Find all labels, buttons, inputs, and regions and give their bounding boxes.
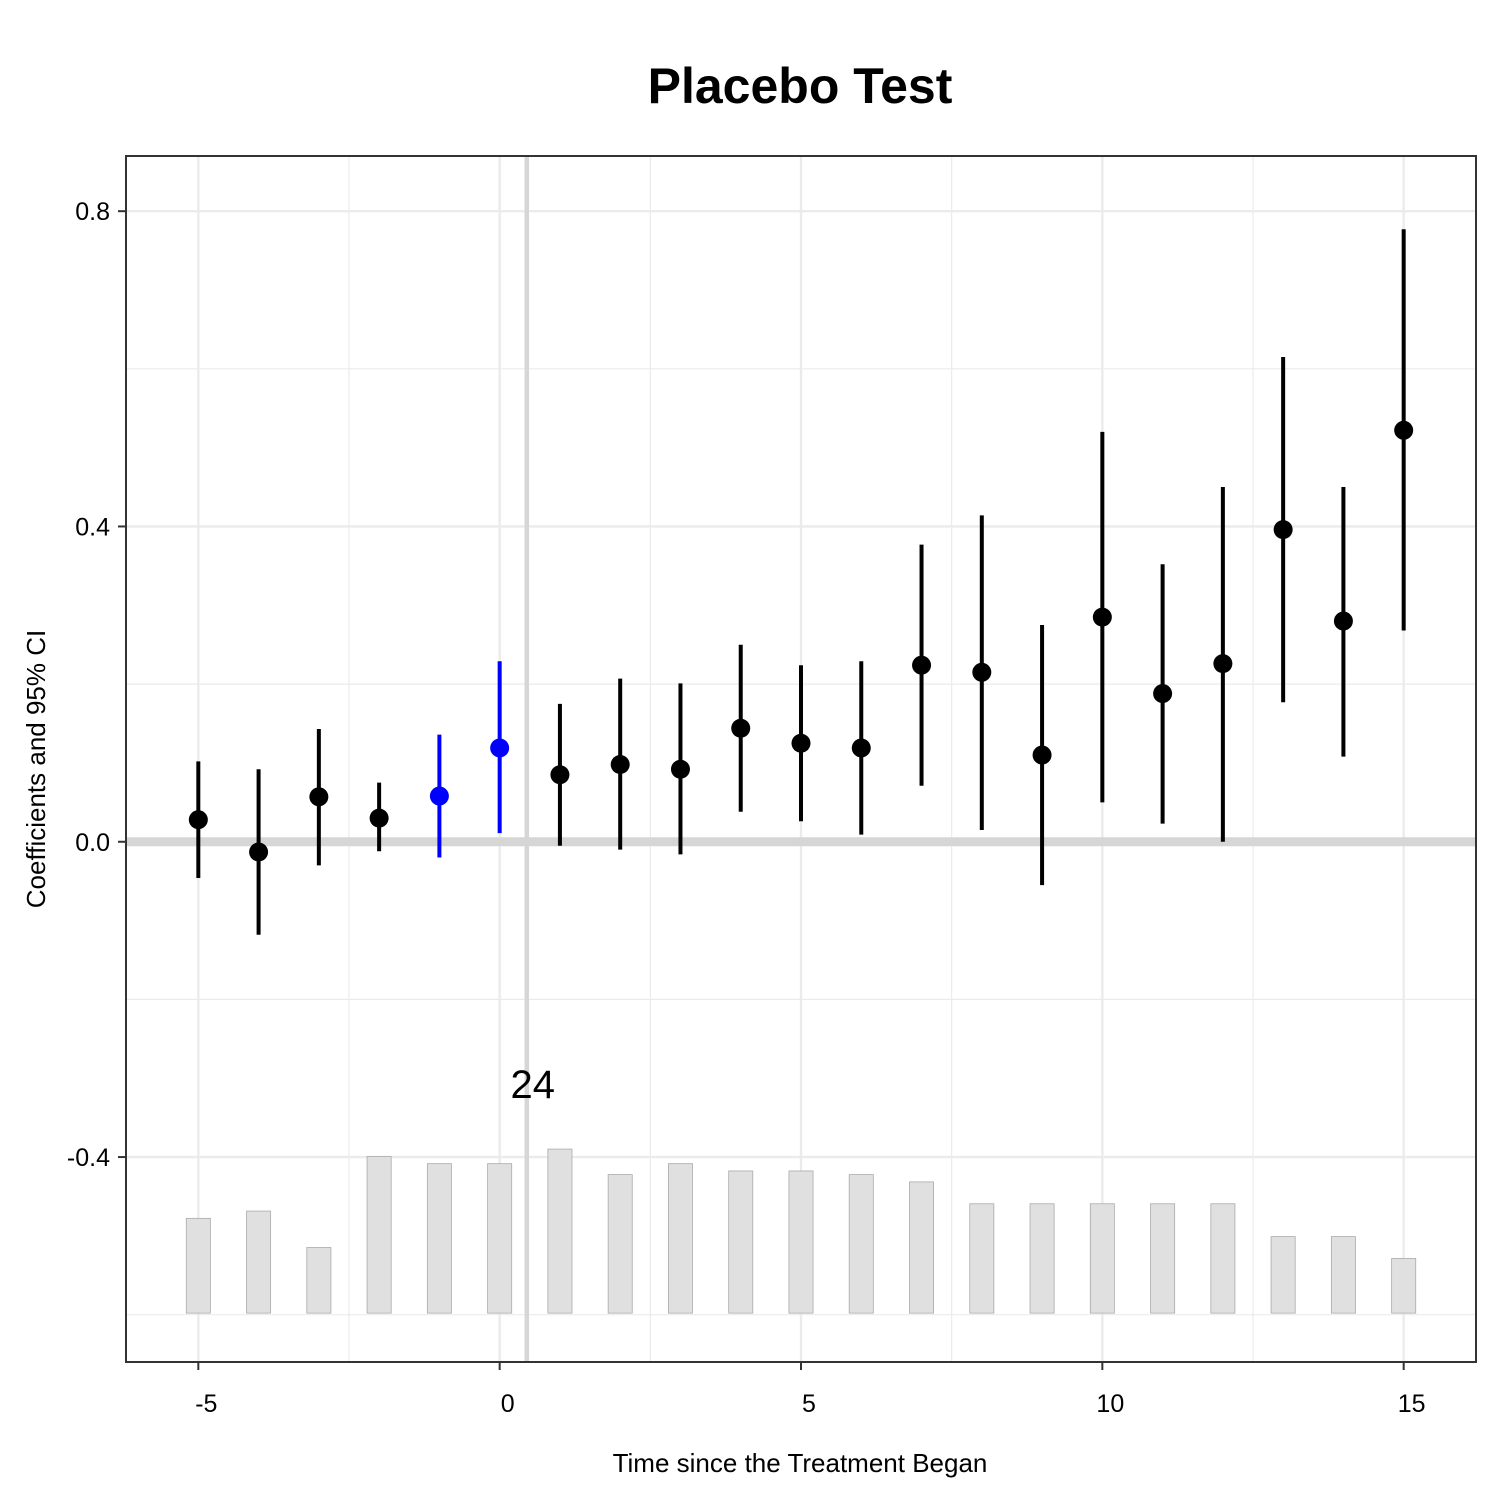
axis-ticks: -5 0 5 10 15 0.8 0.4 0.0 -0.4 xyxy=(67,198,1426,1418)
count-bar xyxy=(668,1163,693,1314)
x-tick-label: 5 xyxy=(802,1390,816,1418)
count-bar xyxy=(1150,1203,1176,1314)
estimate-point xyxy=(791,733,811,753)
y-axis-title: Coefficients and 95% CI xyxy=(21,630,51,908)
placebo-point xyxy=(429,786,449,806)
count-bar xyxy=(246,1210,272,1314)
estimate-point xyxy=(972,662,992,682)
y-tick-label: 0.8 xyxy=(75,198,110,226)
count-bars xyxy=(185,1148,1417,1314)
count-bar xyxy=(1029,1203,1055,1314)
estimate-point xyxy=(309,787,329,807)
estimate-point xyxy=(1333,611,1353,631)
estimate-point xyxy=(1273,520,1293,540)
y-tick-label: 0.0 xyxy=(75,829,110,857)
count-bar xyxy=(788,1170,814,1314)
estimate-point xyxy=(912,655,932,675)
count-bar xyxy=(366,1155,392,1314)
count-bar xyxy=(728,1170,754,1314)
count-bar xyxy=(848,1174,874,1314)
count-bar xyxy=(306,1247,332,1314)
x-tick-label: -5 xyxy=(195,1390,217,1418)
count-bar xyxy=(426,1163,452,1314)
estimate-point xyxy=(1032,745,1052,765)
x-tick-label: 10 xyxy=(1096,1390,1124,1418)
estimate-point xyxy=(1394,420,1414,440)
estimate-point xyxy=(1092,607,1112,627)
count-bar xyxy=(969,1203,995,1314)
estimate-point xyxy=(670,759,690,779)
estimate-point xyxy=(1213,654,1233,674)
reference-lines xyxy=(126,156,1476,1362)
x-tick-label: 0 xyxy=(501,1390,515,1418)
count-bar xyxy=(607,1174,633,1314)
estimate-point xyxy=(731,718,751,738)
placebo-point xyxy=(490,738,510,758)
annotations: 24 xyxy=(511,1063,556,1107)
count-bar xyxy=(185,1217,211,1314)
x-axis-title: Time since the Treatment Began xyxy=(613,1448,988,1478)
estimate-point xyxy=(610,755,630,775)
count-bar xyxy=(1089,1203,1115,1314)
y-tick-label: -0.4 xyxy=(67,1144,110,1172)
y-tick-label: 0.4 xyxy=(75,513,110,541)
count-bar xyxy=(1330,1236,1356,1314)
count-bar xyxy=(1210,1203,1236,1314)
max-count-label: 24 xyxy=(511,1063,556,1107)
x-tick-label: 15 xyxy=(1398,1390,1426,1418)
estimate-point xyxy=(369,808,389,828)
estimate-point xyxy=(1153,684,1173,704)
estimate-point xyxy=(249,842,269,862)
estimate-point xyxy=(851,738,871,758)
count-bar xyxy=(1270,1236,1296,1314)
estimate-point xyxy=(550,765,570,785)
count-bar xyxy=(909,1181,934,1314)
count-bar xyxy=(487,1163,513,1314)
estimate-point xyxy=(188,810,208,830)
chart-title: Placebo Test xyxy=(648,58,953,114)
count-bar xyxy=(1391,1258,1417,1314)
count-bar xyxy=(547,1148,573,1314)
coefficient-points xyxy=(188,420,1414,862)
